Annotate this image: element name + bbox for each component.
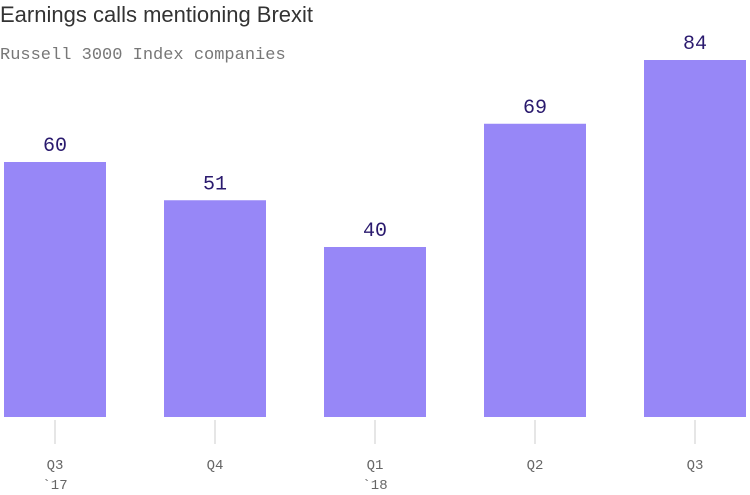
x-tick-sublabel-2: `18	[362, 478, 387, 494]
value-label-2: 40	[363, 220, 387, 243]
x-axis: Q3 `17 Q4 Q1 `18 Q2 Q3	[42, 420, 703, 494]
value-label-0: 60	[43, 135, 67, 158]
chart-subtitle: Russell 3000 Index companies	[0, 46, 286, 65]
chart-title: Earnings calls mentioning Brexit	[0, 2, 314, 27]
value-label-1: 51	[203, 173, 227, 196]
bars-layer	[4, 60, 746, 417]
x-tick-label-0: Q3	[47, 458, 64, 474]
x-tick-label-2: Q1	[367, 458, 384, 474]
bar-1	[164, 200, 266, 417]
bar-0	[4, 162, 106, 417]
value-labels-layer: 60 51 40 69 84	[43, 33, 707, 243]
bar-2	[324, 247, 426, 417]
bar-4	[644, 60, 746, 417]
value-label-3: 69	[523, 97, 547, 120]
value-label-4: 84	[683, 33, 707, 56]
bar-3	[484, 123, 586, 417]
x-tick-label-4: Q3	[687, 458, 704, 474]
x-tick-label-3: Q2	[527, 458, 544, 474]
x-tick-sublabel-0: `17	[42, 478, 67, 494]
x-tick-label-1: Q4	[207, 458, 224, 474]
